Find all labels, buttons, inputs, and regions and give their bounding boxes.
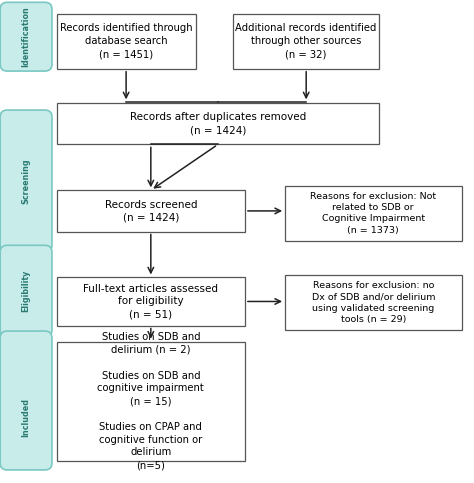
Text: Records after duplicates removed
(n = 1424): Records after duplicates removed (n = 14… <box>130 113 306 135</box>
Text: Reasons for exclusion: no
Dx of SDB and/or delirium
using validated screening
to: Reasons for exclusion: no Dx of SDB and/… <box>311 281 435 324</box>
Text: Reasons for exclusion: Not
related to SDB or
Cognitive Impairment
(n = 1373): Reasons for exclusion: Not related to SD… <box>310 192 437 235</box>
Text: Identification: Identification <box>22 6 30 67</box>
FancyBboxPatch shape <box>233 14 379 69</box>
FancyBboxPatch shape <box>57 14 196 69</box>
FancyBboxPatch shape <box>57 341 245 461</box>
FancyBboxPatch shape <box>57 277 245 326</box>
Text: Additional records identified
through other sources
(n = 32): Additional records identified through ot… <box>236 24 377 59</box>
FancyBboxPatch shape <box>0 331 52 470</box>
Text: Records screened
(n = 1424): Records screened (n = 1424) <box>105 199 197 222</box>
FancyBboxPatch shape <box>57 103 379 144</box>
Text: Studies on SDB and
delirium (n = 2)

Studies on SDB and
cognitive impairment
(n : Studies on SDB and delirium (n = 2) Stud… <box>98 332 204 470</box>
FancyBboxPatch shape <box>0 2 52 71</box>
FancyBboxPatch shape <box>285 275 462 330</box>
Text: Eligibility: Eligibility <box>22 270 30 313</box>
FancyBboxPatch shape <box>285 185 462 241</box>
FancyBboxPatch shape <box>57 190 245 231</box>
Text: Screening: Screening <box>22 158 30 204</box>
FancyBboxPatch shape <box>0 110 52 252</box>
Text: Full-text articles assessed
for eligibility
(n = 51): Full-text articles assessed for eligibil… <box>83 284 219 319</box>
Text: Included: Included <box>22 398 30 437</box>
Text: Records identified through
database search
(n = 1451): Records identified through database sear… <box>60 24 192 59</box>
FancyBboxPatch shape <box>0 245 52 337</box>
